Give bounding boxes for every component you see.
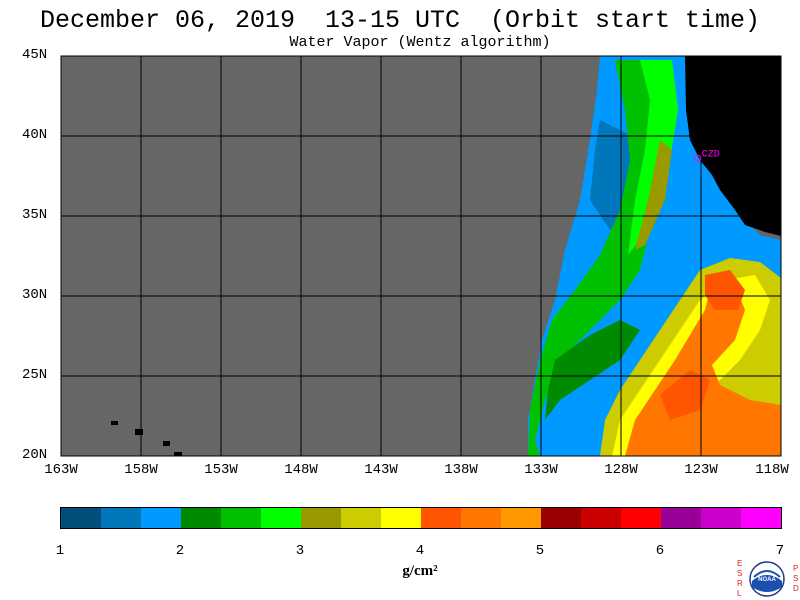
longitude-label: 138W bbox=[444, 462, 478, 478]
longitude-label: 118W bbox=[755, 462, 789, 478]
data-swath bbox=[528, 56, 781, 456]
swath-moist-red-orange-2 bbox=[660, 370, 710, 420]
colorbar-swatch bbox=[341, 508, 381, 528]
colorbar-swatch bbox=[621, 508, 661, 528]
colorbar-swatch bbox=[101, 508, 141, 528]
hawaiian-islands bbox=[111, 421, 182, 456]
map-frame bbox=[60, 55, 782, 457]
colorbar-tick-label: 7 bbox=[775, 543, 785, 559]
logo-letter: P bbox=[793, 564, 798, 573]
colorbar-swatch bbox=[581, 508, 621, 528]
logo-letter: L bbox=[737, 589, 742, 598]
colorbar-swatch bbox=[141, 508, 181, 528]
colorbar-swatch bbox=[701, 508, 741, 528]
longitude-label: 153W bbox=[204, 462, 238, 478]
latitude-label: 20N bbox=[22, 447, 48, 463]
logo-letter: D bbox=[793, 584, 799, 593]
north-america-land bbox=[685, 56, 781, 236]
colorbar-swatch bbox=[301, 508, 341, 528]
logo-letter: E bbox=[737, 559, 742, 568]
esrl-psd-noaa-logo: E S R L P S D NOAA bbox=[737, 559, 799, 598]
colorbar-swatch bbox=[661, 508, 701, 528]
colorbar-swatch bbox=[221, 508, 261, 528]
page-title: December 06, 2019 13-15 UTC (Orbit start… bbox=[39, 6, 761, 35]
colorbar-swatch bbox=[501, 508, 541, 528]
noaa-emblem-text: NOAA bbox=[758, 577, 776, 583]
colorbar-swatch bbox=[741, 508, 781, 528]
swath-green-lower bbox=[545, 320, 640, 420]
logo-letter: R bbox=[737, 579, 743, 588]
colorbar bbox=[60, 507, 782, 529]
colorbar-swatch bbox=[421, 508, 461, 528]
longitude-label: 158W bbox=[124, 462, 158, 478]
longitude-label: 163W bbox=[44, 462, 78, 478]
swath-moist-orange bbox=[625, 285, 781, 456]
longitude-label: 143W bbox=[364, 462, 398, 478]
latitude-label: 35N bbox=[22, 207, 48, 223]
colorbar-tick-label: 1 bbox=[55, 543, 65, 559]
czd-marker bbox=[694, 154, 702, 162]
latitude-label: 40N bbox=[22, 127, 48, 143]
swath-green-band bbox=[528, 60, 670, 456]
colorbar-swatch bbox=[461, 508, 501, 528]
colorbar-tick-label: 3 bbox=[295, 543, 305, 559]
latitude-label: 25N bbox=[22, 367, 48, 383]
longitude-label: 128W bbox=[604, 462, 638, 478]
longitude-label: 133W bbox=[524, 462, 558, 478]
colorbar-tick-label: 5 bbox=[535, 543, 545, 559]
longitude-label: 148W bbox=[284, 462, 318, 478]
latitude-label: 30N bbox=[22, 287, 48, 303]
colorbar-swatch bbox=[181, 508, 221, 528]
colorbar-units: g/cm² bbox=[402, 563, 438, 579]
swath-olive-streak bbox=[635, 140, 672, 250]
czd-label: CZD bbox=[702, 149, 720, 160]
colorbar-swatch bbox=[61, 508, 101, 528]
colorbar-swatch bbox=[541, 508, 581, 528]
swath-moist-red-orange bbox=[705, 270, 745, 310]
longitude-label: 123W bbox=[684, 462, 718, 478]
latitude-label: 45N bbox=[22, 47, 48, 63]
page-subtitle: Water Vapor (Wentz algorithm) bbox=[289, 34, 551, 51]
colorbar-swatch bbox=[381, 508, 421, 528]
colorbar-tick-label: 2 bbox=[175, 543, 185, 559]
colorbar-tick-label: 4 bbox=[415, 543, 425, 559]
colorbar-swatch bbox=[261, 508, 301, 528]
logo-letter: S bbox=[737, 569, 742, 578]
logo-letter: S bbox=[793, 574, 798, 583]
colorbar-tick-label: 6 bbox=[655, 543, 665, 559]
swath-bright-green bbox=[628, 60, 678, 255]
